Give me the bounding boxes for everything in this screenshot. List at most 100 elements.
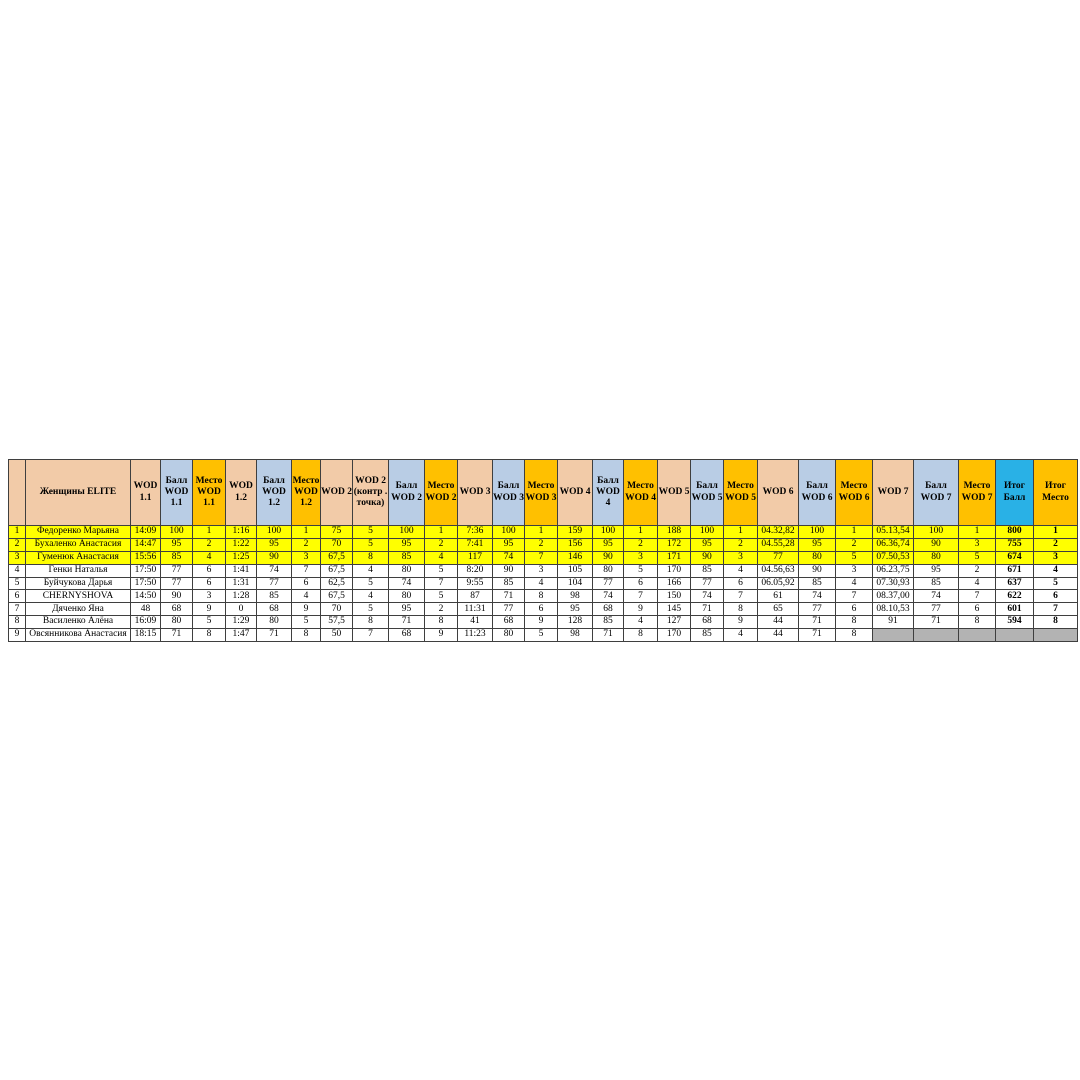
cell-wod-1-2[interactable]: 1:41 <box>225 563 257 578</box>
column-header-score-wod-1-1[interactable]: Балл WOD 1.1 <box>160 459 193 526</box>
cell-total-score[interactable]: 622 <box>995 589 1034 604</box>
column-header-place-wod-2[interactable]: Место WOD 2 <box>424 459 458 526</box>
cell-place-wod-1-1[interactable]: 6 <box>192 576 226 591</box>
cell-wod-1-1[interactable]: 48 <box>130 602 161 617</box>
cell-place-wod-1-2[interactable]: 1 <box>291 525 321 539</box>
cell-score-wod-7[interactable]: 71 <box>913 615 959 630</box>
cell-score-wod-3[interactable]: 74 <box>492 550 525 565</box>
cell-place-wod-2[interactable]: 2 <box>424 537 458 552</box>
cell-place-wod-5[interactable]: 1 <box>723 525 758 539</box>
cell-wod-1-1[interactable]: 17:50 <box>130 563 161 578</box>
cell-wod-6[interactable]: 06.05,92 <box>757 576 799 591</box>
cell-place-wod-4[interactable]: 5 <box>623 563 658 578</box>
cell-score-wod-1-2[interactable]: 77 <box>256 576 292 591</box>
cell-place-wod-1-2[interactable]: 2 <box>291 537 321 552</box>
cell-wod-1-2[interactable]: 1:28 <box>225 589 257 604</box>
column-header-total-place[interactable]: Итог Место <box>1033 459 1078 526</box>
cell-score-wod-1-2[interactable]: 100 <box>256 525 292 539</box>
cell-wod-4[interactable]: 128 <box>557 615 593 630</box>
cell-place-wod-1-1[interactable]: 4 <box>192 550 226 565</box>
cell-total-place[interactable]: 4 <box>1033 563 1078 578</box>
cell-wod-4[interactable]: 146 <box>557 550 593 565</box>
column-header-score-wod-5[interactable]: Балл WOD 5 <box>690 459 724 526</box>
cell-wod-1-2[interactable]: 1:47 <box>225 628 257 643</box>
cell-place-wod-5[interactable]: 4 <box>723 563 758 578</box>
cell-place-wod-2[interactable]: 5 <box>424 563 458 578</box>
column-header-wod-1-2[interactable]: WOD 1.2 <box>225 459 257 526</box>
cell-score-wod-2[interactable]: 95 <box>388 537 425 552</box>
row-number-cell[interactable]: 1 <box>8 525 26 539</box>
athlete-name-cell[interactable]: Генки Наталья <box>25 563 131 578</box>
column-header-score-wod-3[interactable]: Балл WOD 3 <box>492 459 525 526</box>
column-header-wod-2-control-point[interactable]: WOD 2 (контр . точка) <box>352 459 389 526</box>
cell-wod-6[interactable]: 04.55,28 <box>757 537 799 552</box>
cell-place-wod-3[interactable]: 3 <box>524 563 558 578</box>
cell-place-wod-3[interactable]: 7 <box>524 550 558 565</box>
cell-score-wod-4[interactable]: 77 <box>592 576 624 591</box>
cell-total-place[interactable]: 3 <box>1033 550 1078 565</box>
cell-total-score[interactable]: 755 <box>995 537 1034 552</box>
cell-place-wod-2[interactable]: 5 <box>424 589 458 604</box>
cell-wod-1-1[interactable]: 15:56 <box>130 550 161 565</box>
cell-place-wod-3[interactable]: 9 <box>524 615 558 630</box>
cell-place-wod-2[interactable]: 7 <box>424 576 458 591</box>
cell-wod-3[interactable]: 8:20 <box>457 563 493 578</box>
cell-wod-1-2[interactable]: 1:31 <box>225 576 257 591</box>
column-header-wod-7[interactable]: WOD 7 <box>872 459 914 526</box>
cell-place-wod-2[interactable]: 9 <box>424 628 458 643</box>
column-header-wod-6[interactable]: WOD 6 <box>757 459 799 526</box>
cell-wod-2-control-point[interactable]: 7 <box>352 628 389 643</box>
cell-score-wod-3[interactable]: 100 <box>492 525 525 539</box>
athlete-name-cell[interactable]: Буйчукова Дарья <box>25 576 131 591</box>
cell-score-wod-3[interactable]: 68 <box>492 615 525 630</box>
cell-wod-5[interactable]: 145 <box>657 602 691 617</box>
cell-score-wod-1-1[interactable]: 95 <box>160 537 193 552</box>
cell-wod-4[interactable]: 98 <box>557 589 593 604</box>
cell-place-wod-4[interactable]: 9 <box>623 602 658 617</box>
cell-wod-5[interactable]: 150 <box>657 589 691 604</box>
cell-wod-6[interactable]: 04.56,63 <box>757 563 799 578</box>
cell-place-wod-1-1[interactable]: 8 <box>192 628 226 643</box>
cell-score-wod-1-1[interactable]: 80 <box>160 615 193 630</box>
cell-wod-3[interactable]: 11:31 <box>457 602 493 617</box>
cell-wod-7[interactable]: 06.36,74 <box>872 537 914 552</box>
cell-wod-1-1[interactable]: 14:50 <box>130 589 161 604</box>
cell-wod-3[interactable]: 87 <box>457 589 493 604</box>
cell-place-wod-3[interactable]: 8 <box>524 589 558 604</box>
cell-total-place[interactable] <box>1033 628 1078 643</box>
cell-score-wod-5[interactable]: 90 <box>690 550 724 565</box>
cell-place-wod-6[interactable]: 6 <box>835 602 873 617</box>
cell-place-wod-6[interactable]: 8 <box>835 628 873 643</box>
column-header-place-wod-1-1[interactable]: Место WOD 1.1 <box>192 459 226 526</box>
cell-score-wod-4[interactable]: 100 <box>592 525 624 539</box>
row-number-cell[interactable]: 4 <box>8 563 26 578</box>
cell-place-wod-1-1[interactable]: 5 <box>192 615 226 630</box>
cell-place-wod-6[interactable]: 3 <box>835 563 873 578</box>
column-header-wod-1-1[interactable]: WOD 1.1 <box>130 459 161 526</box>
cell-score-wod-6[interactable]: 90 <box>798 563 836 578</box>
cell-score-wod-1-2[interactable]: 68 <box>256 602 292 617</box>
column-header-place-wod-6[interactable]: Место WOD 6 <box>835 459 873 526</box>
cell-wod-5[interactable]: 172 <box>657 537 691 552</box>
athlete-name-cell[interactable]: Дяченко Яна <box>25 602 131 617</box>
cell-score-wod-6[interactable]: 71 <box>798 628 836 643</box>
cell-place-wod-1-1[interactable]: 6 <box>192 563 226 578</box>
cell-wod-2-control-point[interactable]: 4 <box>352 563 389 578</box>
athlete-name-cell[interactable]: Федоренко Марьяна <box>25 525 131 539</box>
cell-score-wod-4[interactable]: 90 <box>592 550 624 565</box>
cell-place-wod-7[interactable] <box>958 628 996 643</box>
cell-score-wod-1-2[interactable]: 85 <box>256 589 292 604</box>
cell-place-wod-6[interactable]: 5 <box>835 550 873 565</box>
cell-wod-2[interactable]: 62,5 <box>320 576 353 591</box>
cell-wod-2[interactable]: 50 <box>320 628 353 643</box>
cell-place-wod-1-1[interactable]: 9 <box>192 602 226 617</box>
cell-place-wod-6[interactable]: 2 <box>835 537 873 552</box>
column-header-wod-3[interactable]: WOD 3 <box>457 459 493 526</box>
cell-place-wod-5[interactable]: 7 <box>723 589 758 604</box>
column-header-place-wod-4[interactable]: Место WOD 4 <box>623 459 658 526</box>
cell-score-wod-2[interactable]: 95 <box>388 602 425 617</box>
cell-wod-7[interactable]: 91 <box>872 615 914 630</box>
cell-place-wod-1-1[interactable]: 3 <box>192 589 226 604</box>
cell-wod-1-1[interactable]: 17:50 <box>130 576 161 591</box>
cell-wod-3[interactable]: 11:23 <box>457 628 493 643</box>
